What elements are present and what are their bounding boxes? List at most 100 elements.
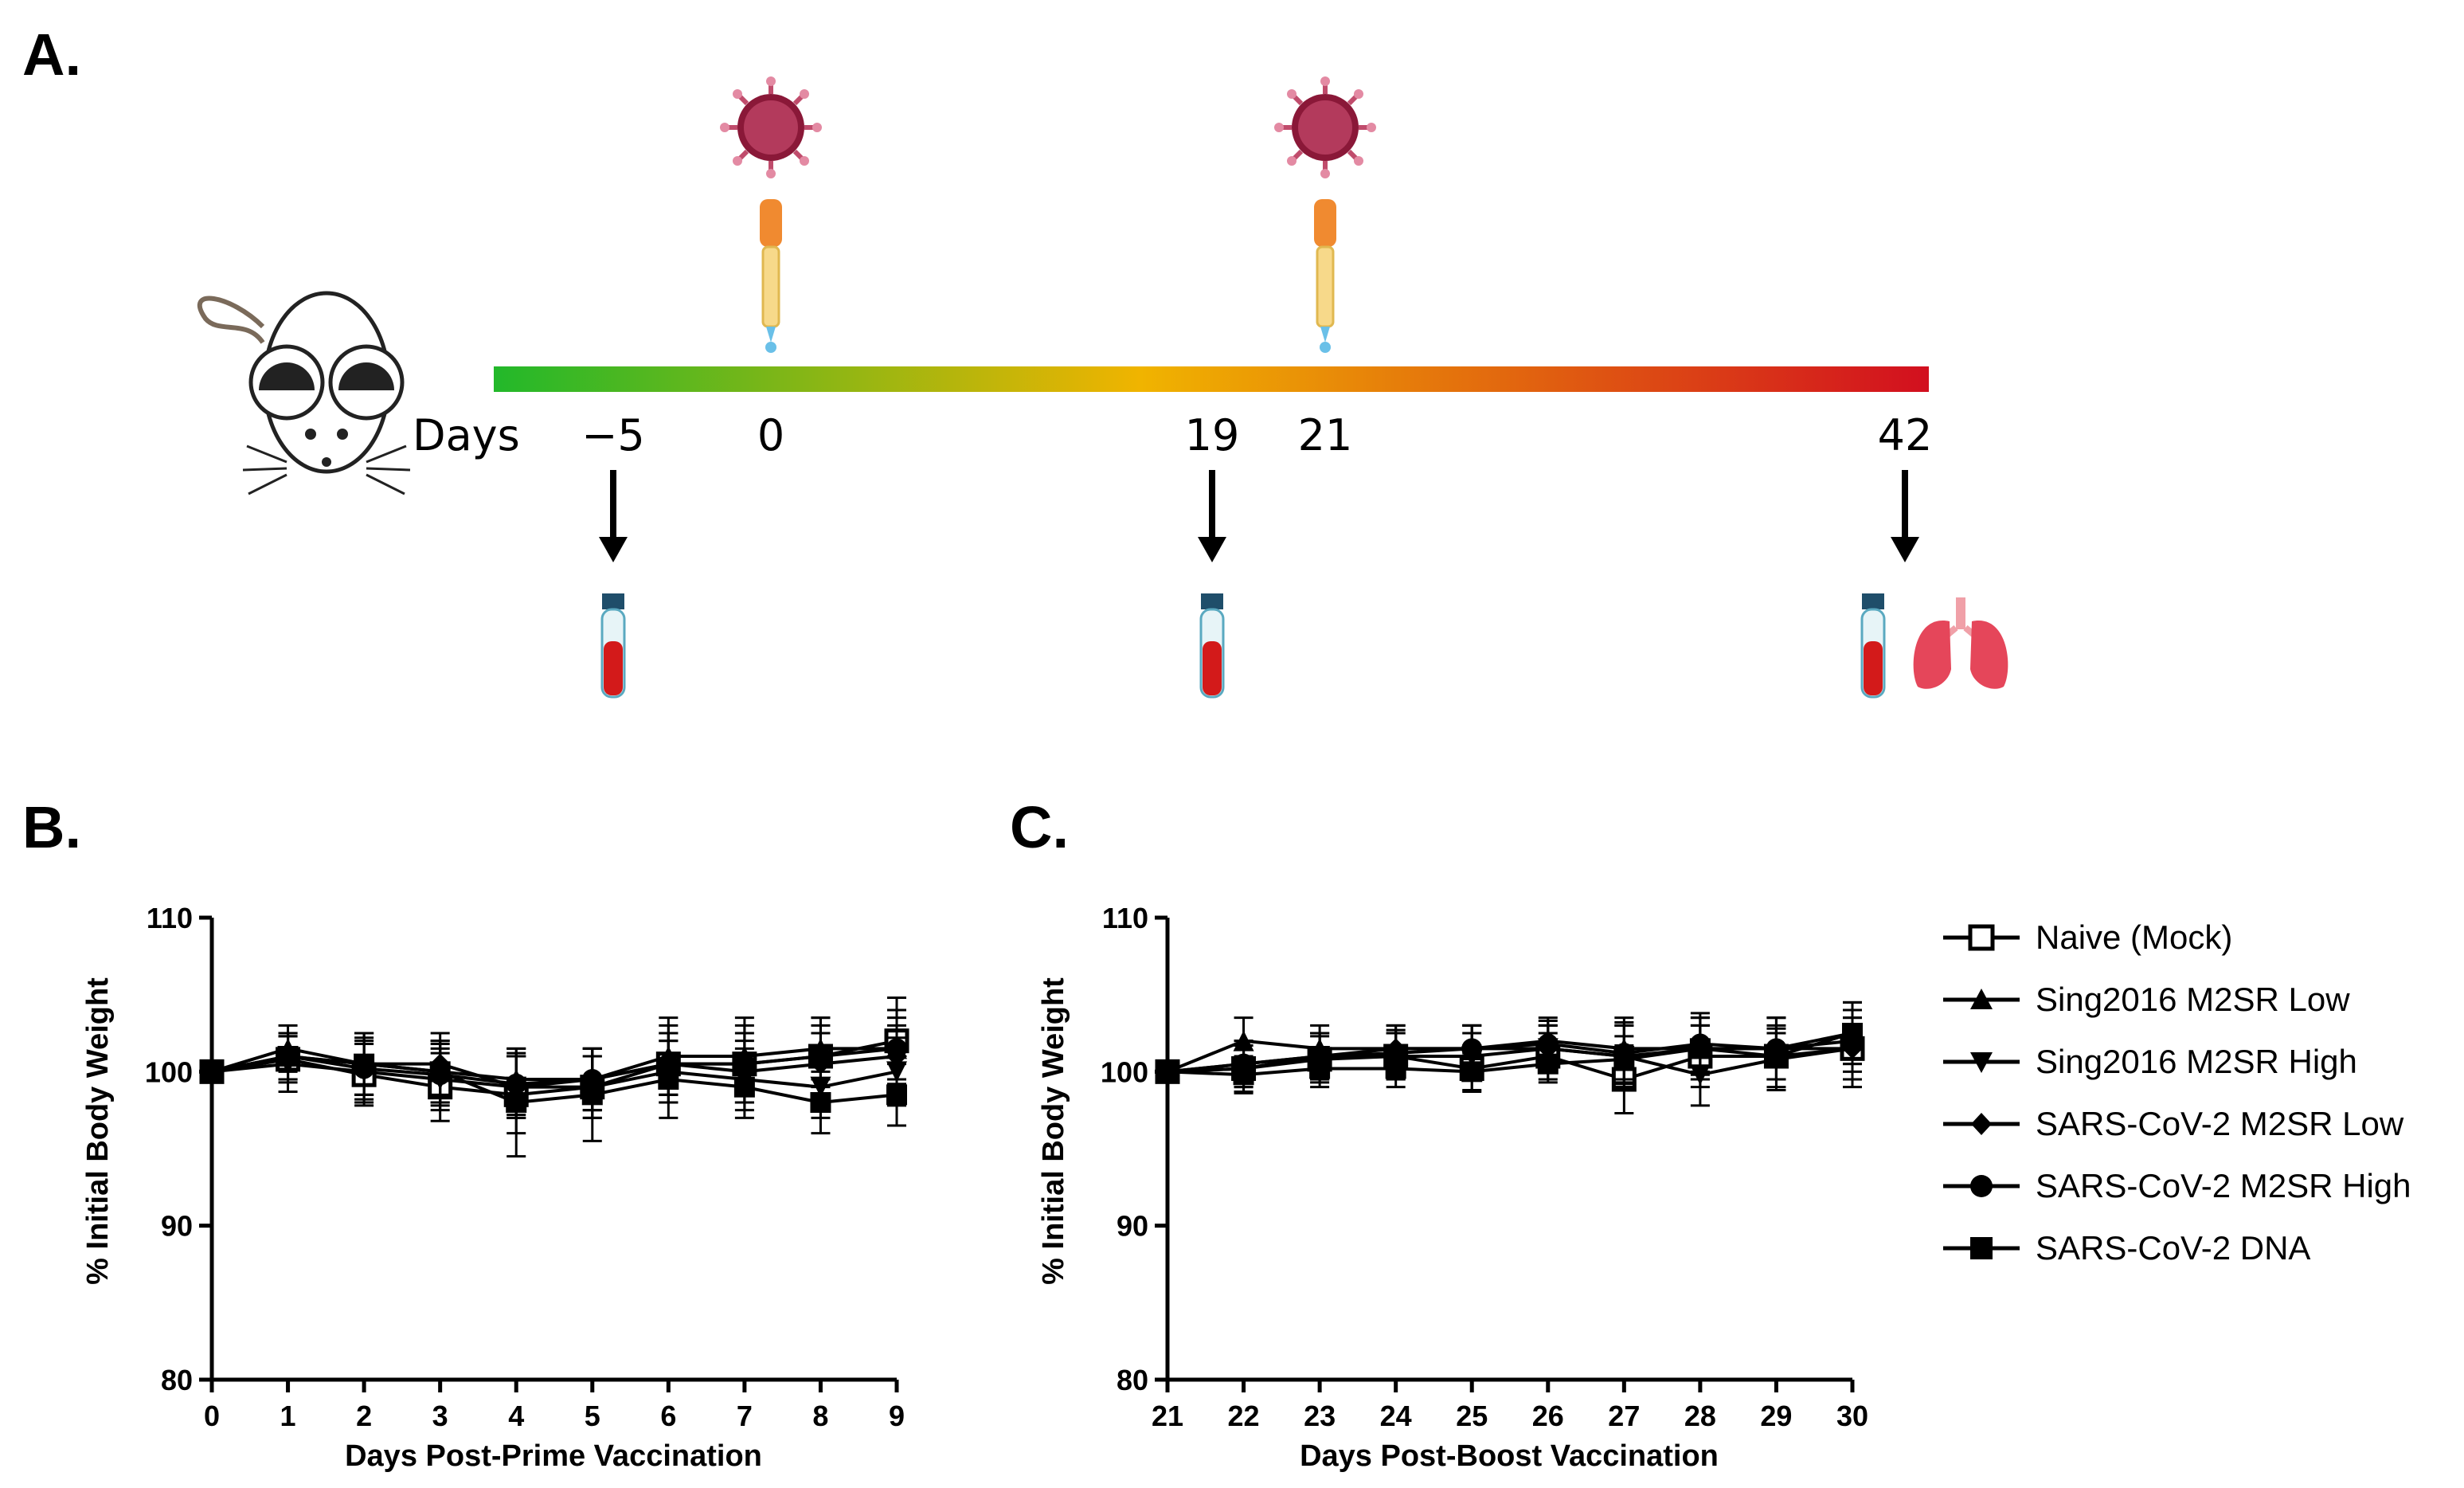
legend-label: SARS-CoV-2 M2SR Low: [2036, 1105, 2404, 1142]
down-arrow-icon: [599, 470, 628, 562]
data-point: [1233, 1064, 1254, 1086]
legend-marker-circle: [1943, 1175, 2020, 1197]
y-tick-label: 90: [1117, 1210, 1148, 1243]
blood-tube-icon: [600, 593, 626, 699]
legend-label: SARS-CoV-2 M2SR High: [2036, 1167, 2411, 1204]
x-tick-label: 24: [1380, 1400, 1412, 1432]
mouse-icon: [197, 291, 411, 495]
data-point: [810, 1046, 831, 1067]
panel-label-a: A.: [22, 22, 81, 88]
legend-label: Sing2016 M2SR High: [2036, 1043, 2357, 1080]
data-point: [1385, 1058, 1406, 1079]
x-tick-label: 21: [1152, 1400, 1183, 1432]
data-point: [1461, 1061, 1483, 1083]
legend-item: Sing2016 M2SR High: [1943, 1031, 2411, 1093]
series-square: [1157, 1000, 1863, 1094]
data-point: [506, 1092, 527, 1113]
y-tick-label: 80: [1117, 1364, 1148, 1396]
series-line: [211, 1054, 898, 1105]
x-tick-label: 6: [660, 1400, 676, 1432]
chart-legend: Naive (Mock) Sing2016 M2SR Low Sing2016 …: [1943, 907, 2411, 1279]
x-tick-label: 26: [1532, 1400, 1564, 1432]
data-point: [733, 1076, 755, 1098]
legend-marker-square: [1943, 1237, 2020, 1259]
timeline-day: 19: [1185, 410, 1240, 460]
y-tick-label: 100: [145, 1055, 193, 1088]
down-arrow-icon: [1891, 470, 1919, 562]
x-tick-label: 7: [737, 1400, 753, 1432]
x-axis-title: Days Post-Boost Vaccination: [1300, 1439, 1719, 1473]
series-triangle-up: [1157, 1000, 1863, 1083]
series-diamond: [201, 1024, 907, 1119]
x-tick-label: 23: [1304, 1400, 1336, 1432]
series-line: [1167, 1032, 1853, 1077]
data-point: [1766, 1046, 1787, 1067]
y-tick-label: 80: [161, 1364, 193, 1396]
x-tick-label: 1: [280, 1400, 296, 1432]
timeline-day: 0: [757, 410, 784, 460]
legend-marker-triangle-up: [1943, 989, 2020, 1009]
series-square: [201, 1032, 907, 1158]
legend-item: Naive (Mock): [1943, 907, 2411, 969]
timeline-day: −5: [581, 410, 645, 460]
data-point: [1613, 1048, 1635, 1070]
lungs-icon: [1913, 597, 2008, 689]
series-triangle-down: [201, 1035, 907, 1119]
x-tick-label: 29: [1760, 1400, 1792, 1432]
x-tick-label: 28: [1684, 1400, 1716, 1432]
data-point: [658, 1069, 679, 1090]
panel-label-b: B.: [22, 794, 81, 860]
data-point: [886, 1084, 907, 1106]
legend-label: Sing2016 M2SR Low: [2036, 981, 2350, 1018]
data-point: [1689, 1038, 1711, 1059]
series-line: [211, 1062, 898, 1089]
data-point: [581, 1084, 603, 1106]
x-tick-label: 2: [356, 1400, 372, 1432]
chart-panel-b: % Initial Body Weight Days Post-Prime Va…: [81, 902, 909, 1473]
x-tick-label: 4: [508, 1400, 524, 1432]
data-point: [1537, 1053, 1559, 1075]
data-point: [1157, 1061, 1178, 1083]
x-tick-label: 27: [1608, 1400, 1640, 1432]
virus-icon: [1274, 76, 1376, 178]
timeline-days-label: Days: [413, 410, 520, 460]
panel-label-c: C.: [1010, 794, 1069, 860]
legend-label: Naive (Mock): [2036, 918, 2233, 956]
data-point: [277, 1046, 299, 1067]
series-line: [1167, 1039, 1853, 1074]
series-line: [211, 1047, 897, 1081]
legend-item: Sing2016 M2SR Low: [1943, 969, 2411, 1031]
y-tick-label: 90: [161, 1210, 193, 1243]
dropper-icon: [1314, 199, 1336, 353]
legend-item: SARS-CoV-2 M2SR High: [1943, 1155, 2411, 1217]
x-tick-label: 30: [1836, 1400, 1868, 1432]
virus-icon: [720, 76, 822, 178]
data-point: [429, 1061, 451, 1083]
x-tick-label: 22: [1228, 1400, 1260, 1432]
y-tick-label: 100: [1101, 1055, 1148, 1088]
series-line: [1167, 1047, 1853, 1077]
data-point: [1309, 1058, 1331, 1079]
x-tick-label: 9: [889, 1400, 905, 1432]
data-point: [886, 1038, 907, 1059]
legend-marker-triangle-down: [1943, 1052, 2020, 1073]
blood-tube-icon: [1860, 593, 1886, 699]
x-tick-label: 3: [432, 1400, 448, 1432]
blood-tube-icon: [1199, 593, 1225, 699]
y-axis-title: % Initial Body Weight: [81, 977, 115, 1285]
x-tick-label: 8: [812, 1400, 828, 1432]
x-axis-title: Days Post-Prime Vaccination: [345, 1439, 762, 1473]
data-point: [354, 1053, 375, 1075]
dropper-icon: [760, 199, 782, 353]
legend-marker-open-square: [1943, 924, 2020, 951]
timeline-schematic: Days −5 0 19 21 42: [197, 76, 2008, 699]
y-axis-title: % Initial Body Weight: [1037, 977, 1070, 1285]
x-tick-label: 5: [585, 1400, 600, 1432]
data-point: [1842, 1023, 1863, 1044]
data-point: [201, 1061, 222, 1083]
chart-panel-c: % Initial Body Weight Days Post-Boost Va…: [1037, 902, 1868, 1473]
timeline-bar: [494, 366, 1929, 392]
x-tick-label: 0: [204, 1400, 220, 1432]
legend-item: SARS-CoV-2 DNA: [1943, 1217, 2411, 1279]
timeline-day: 21: [1298, 410, 1353, 460]
